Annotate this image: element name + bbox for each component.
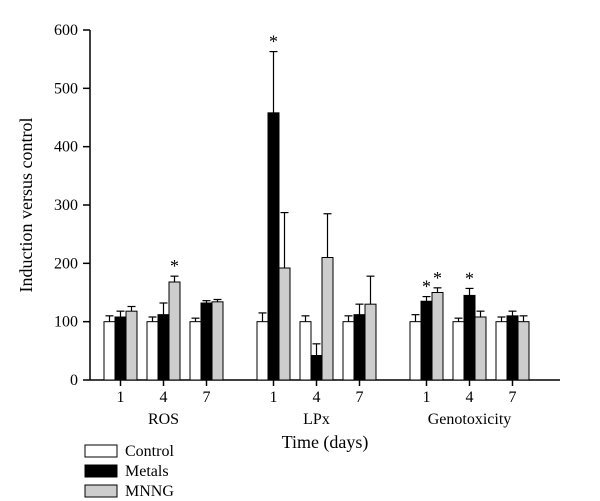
x-tick-label: 4 bbox=[313, 389, 321, 406]
bar bbox=[365, 304, 376, 380]
bar bbox=[518, 322, 529, 380]
bar bbox=[201, 303, 212, 380]
bar bbox=[126, 311, 137, 380]
x-tick-label: 1 bbox=[423, 389, 431, 406]
bar bbox=[169, 282, 180, 380]
significance-marker: * bbox=[465, 268, 474, 288]
bar bbox=[432, 293, 443, 381]
bar bbox=[453, 322, 464, 380]
bar bbox=[475, 317, 486, 380]
legend-swatch bbox=[85, 465, 117, 477]
panel-label: ROS bbox=[148, 411, 179, 428]
legend-label: Control bbox=[125, 443, 174, 460]
legend-label: Metals bbox=[125, 463, 169, 480]
panel-label: LPx bbox=[303, 411, 330, 428]
bar bbox=[279, 268, 290, 380]
bar bbox=[158, 315, 169, 380]
bar bbox=[300, 322, 311, 380]
x-axis-title: Time (days) bbox=[282, 432, 369, 453]
svg-text:300: 300 bbox=[54, 197, 78, 214]
bar bbox=[354, 315, 365, 380]
bar bbox=[311, 356, 322, 381]
bar bbox=[147, 322, 158, 380]
legend-label: MNNG bbox=[125, 483, 174, 500]
svg-text:400: 400 bbox=[54, 139, 78, 156]
x-tick-label: 7 bbox=[356, 389, 364, 406]
bar-chart: 0 100 200 300 400 500 600 Induction versus cont… bbox=[0, 0, 600, 501]
significance-marker: * bbox=[433, 268, 442, 288]
bar bbox=[322, 258, 333, 381]
x-tick-label: 7 bbox=[203, 389, 211, 406]
svg-text:100: 100 bbox=[54, 314, 78, 331]
x-tick-label: 4 bbox=[160, 389, 168, 406]
significance-marker: * bbox=[422, 277, 431, 297]
bar bbox=[410, 322, 421, 380]
bar bbox=[257, 322, 268, 380]
bar bbox=[268, 113, 279, 380]
legend-swatch bbox=[85, 445, 117, 457]
bar bbox=[507, 316, 518, 380]
bar bbox=[212, 302, 223, 380]
x-tick-label: 4 bbox=[466, 389, 474, 406]
x-tick-label: 7 bbox=[509, 389, 517, 406]
svg-text:200: 200 bbox=[54, 255, 78, 272]
bar bbox=[421, 301, 432, 380]
svg-text:500: 500 bbox=[54, 80, 78, 97]
bar bbox=[104, 322, 115, 380]
legend-swatch bbox=[85, 485, 117, 497]
panel-label: Genotoxicity bbox=[428, 411, 512, 428]
svg-text:0: 0 bbox=[70, 372, 78, 389]
bar bbox=[464, 295, 475, 380]
significance-marker: * bbox=[269, 32, 278, 52]
svg-text:Induction versus control: Induction versus control bbox=[16, 118, 36, 293]
x-tick-label: 1 bbox=[270, 389, 278, 406]
svg-text:600: 600 bbox=[54, 22, 78, 39]
bar bbox=[115, 317, 126, 380]
bar bbox=[343, 322, 354, 380]
significance-marker: * bbox=[170, 256, 179, 276]
x-tick-label: 1 bbox=[117, 389, 125, 406]
bar bbox=[496, 322, 507, 380]
bar bbox=[190, 322, 201, 380]
